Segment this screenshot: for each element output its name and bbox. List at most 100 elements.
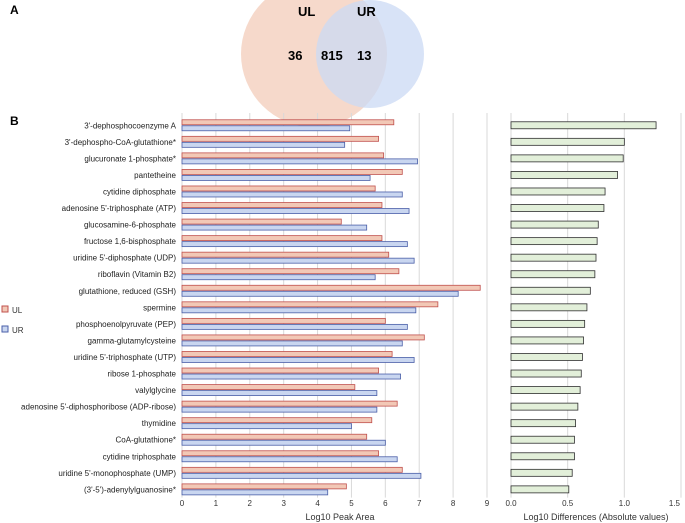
difference-bar: [510, 419, 576, 428]
bar-ur: [181, 423, 352, 430]
bar-ur: [181, 472, 422, 479]
difference-bar: [510, 137, 625, 146]
category-label: valylglycine: [135, 386, 176, 395]
category-label: glutathione, reduced (GSH): [79, 287, 177, 296]
category-label: (3'-5')-adenylylguanosine*: [84, 485, 176, 494]
difference-bar: [510, 485, 570, 494]
peak-area-chart: 3'-dephosphocoenzyme A 3'-dephospho-CoA-g…: [21, 113, 490, 522]
difference-bar: [510, 303, 588, 312]
bar-ur: [181, 274, 376, 281]
bar-ur: [181, 125, 351, 132]
bar-ul: [181, 351, 393, 357]
legend-swatch-ul: [1, 305, 9, 313]
bar-ul: [181, 202, 383, 208]
bar-ur: [181, 141, 346, 148]
category-label: glucuronate 1-phosphate*: [84, 154, 176, 163]
difference-x-axis-label: Log10 Differences (Absolute values): [524, 512, 669, 522]
bar-ul: [181, 268, 400, 275]
category-label: spermine: [143, 303, 176, 312]
bar-ur: [181, 406, 378, 413]
peak-area-tick-label: 0: [180, 499, 185, 508]
bar-ul: [181, 185, 376, 192]
peak-area-tick-label: 4: [315, 499, 320, 508]
difference-bar: [510, 270, 596, 279]
bar-ul: [181, 433, 368, 440]
category-label: uridine 5'-triphosphate (UTP): [74, 353, 177, 362]
category-label: fructose 1,6-bisphosphate: [84, 237, 177, 246]
difference-tick-label: 1.0: [619, 499, 631, 508]
bar-ur: [181, 357, 415, 363]
bar-ul: [181, 367, 379, 374]
bar-ur: [181, 290, 459, 297]
bar-ul: [181, 466, 403, 473]
difference-bar: [510, 204, 605, 212]
peak-area-tick-label: 8: [451, 499, 456, 508]
panel-label-b: B: [10, 114, 19, 128]
bar-ur: [181, 241, 408, 248]
legend-label-ul: UL: [12, 306, 23, 315]
bar-ul: [181, 251, 390, 258]
peak-area-tick-label: 6: [383, 499, 388, 508]
venn-count-ur-only: 13: [357, 48, 371, 63]
difference-bar: [510, 468, 573, 477]
peak-area-tick-label: 5: [349, 499, 354, 508]
category-label: adenosine 5'-triphosphate (ATP): [62, 204, 177, 213]
bar-ul: [181, 400, 398, 407]
venn-count-ul-only: 36: [288, 48, 302, 63]
venn-circle-ur: [316, 0, 424, 108]
venn-label-ur: UR: [357, 4, 376, 19]
bar-ul: [181, 119, 395, 126]
bar-ur: [181, 224, 368, 231]
category-label: riboflavin (Vitamin B2): [98, 270, 176, 279]
bar-ur: [181, 340, 403, 347]
bar-ul: [181, 284, 481, 291]
bar-ur: [181, 257, 415, 264]
difference-bar: [510, 336, 584, 345]
peak-area-tick-label: 7: [417, 499, 422, 508]
bar-ul: [181, 135, 379, 142]
bar-ur: [181, 191, 403, 198]
difference-bar: [510, 435, 575, 444]
category-label: gamma-glutamylcysteine: [88, 336, 177, 345]
venn-label-ul: UL: [298, 4, 315, 19]
bar-ul: [181, 317, 386, 324]
bar-ur: [181, 489, 329, 496]
peak-area-tick-label: 3: [281, 499, 286, 508]
bar-ur: [181, 208, 410, 214]
bar-ur: [181, 439, 386, 446]
legend-swatch-ur: [1, 325, 9, 333]
bar-ur: [181, 390, 378, 396]
difference-bar: [510, 353, 583, 361]
bar-ul: [181, 301, 439, 308]
bar-ur: [181, 175, 371, 181]
difference-tick-label: 1.5: [669, 499, 681, 508]
difference-bar: [510, 253, 597, 262]
venn-panel: A UL UR 36 815 13: [10, 0, 424, 127]
category-label: uridine 5'-diphosphate (UDP): [73, 254, 176, 263]
difference-bar: [510, 369, 582, 378]
legend: UL UR: [1, 305, 24, 335]
difference-tick-label: 0.5: [562, 499, 574, 508]
category-label: cytidine triphosphate: [103, 452, 177, 461]
difference-bar: [510, 286, 591, 295]
peak-area-tick-label: 2: [248, 499, 253, 508]
difference-bar: [510, 386, 581, 394]
bar-ur: [181, 158, 418, 165]
bar-ul: [181, 483, 347, 490]
category-label: thymidine: [142, 419, 177, 428]
bar-ul: [181, 417, 373, 424]
difference-bar: [510, 237, 598, 246]
category-label: ribose 1-phosphate: [108, 370, 177, 379]
venn-count-intersection: 815: [321, 48, 343, 63]
bar-ul: [181, 152, 385, 159]
bar-ul: [181, 218, 342, 225]
peak-area-x-axis-label: Log10 Peak Area: [305, 512, 374, 522]
category-label: phosphoenolpyruvate (PEP): [76, 320, 176, 329]
category-label: 3'-dephosphocoenzyme A: [84, 121, 176, 130]
category-label: CoA-glutathione*: [116, 436, 176, 445]
bar-ul: [181, 384, 356, 390]
difference-bar: [510, 154, 624, 163]
peak-area-tick-label: 9: [485, 499, 490, 508]
category-label: uridine 5'-monophosphate (UMP): [58, 469, 176, 478]
